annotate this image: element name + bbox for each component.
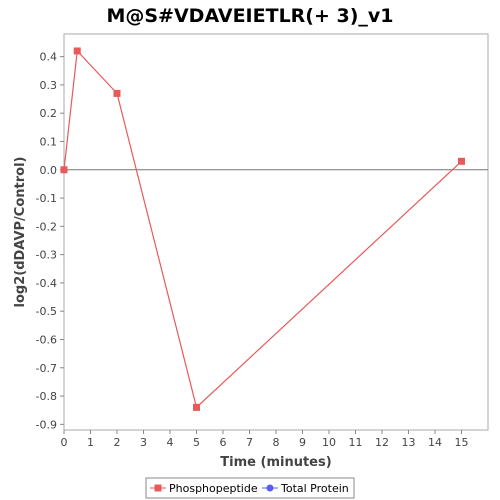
legend-box [145,477,355,499]
y-tick-label: -0.6 [36,333,57,346]
legend-marker-phosphopeptide [154,484,162,492]
data-point [73,47,81,55]
y-tick-label: 0.1 [40,135,58,148]
x-tick-label: 2 [114,436,121,449]
legend-label-total-protein: Total Protein [280,482,349,495]
data-point [193,403,200,411]
y-tick-label: -0.1 [36,192,57,205]
data-point [458,157,465,165]
x-tick-label: 6 [220,436,227,449]
x-tick-label: 11 [349,436,363,449]
chart-title: M@S#VDAVEIETLR(+ 3)_v1 [106,5,393,27]
legend: Phosphopeptide Total Protein [145,477,355,499]
plot-area [63,33,489,431]
x-tick-label: 9 [299,436,306,449]
y-tick-label: -0.2 [36,220,57,233]
y-tick-label: 0.4 [40,51,58,64]
y-tick-label: 0.3 [40,79,58,92]
x-tick-label: 8 [273,436,280,449]
y-axis-label: log2(dDAVP/Control) [13,157,28,308]
y-tick-label: -0.7 [36,362,57,375]
x-axis: 0 1 2 3 4 5 6 7 8 9 10 11 12 13 14 15 [61,430,469,449]
data-point [113,89,121,97]
legend-label-phosphopeptide: Phosphopeptide [169,482,258,495]
x-tick-label: 1 [87,436,94,449]
y-tick-label: 0.0 [40,164,58,177]
y-axis: 0.4 0.3 0.2 0.1 0.0 -0.1 -0.2 -0.3 -0.4 -0.5 -0.6 -… [36,51,64,431]
series-layer [60,47,465,411]
x-tick-label: 0 [61,436,68,449]
x-tick-label: 3 [140,436,147,449]
x-tick-label: 10 [322,436,336,449]
x-tick-label: 4 [167,436,174,449]
x-tick-label: 7 [246,436,253,449]
x-axis-label: Time (minutes) [220,455,331,470]
x-tick-label: 5 [193,436,200,449]
x-tick-label: 13 [402,436,416,449]
y-tick-label: -0.9 [36,418,57,431]
y-tick-label: -0.8 [36,390,57,403]
y-tick-label: -0.3 [36,249,57,262]
y-tick-label: -0.4 [36,277,57,290]
y-tick-label: 0.2 [40,107,58,120]
legend-marker-total-protein [266,484,274,492]
x-tick-label: 12 [375,436,389,449]
y-tick-label: -0.5 [36,305,57,318]
x-tick-label: 14 [428,436,442,449]
x-tick-label: 15 [455,436,469,449]
data-point [60,166,68,174]
